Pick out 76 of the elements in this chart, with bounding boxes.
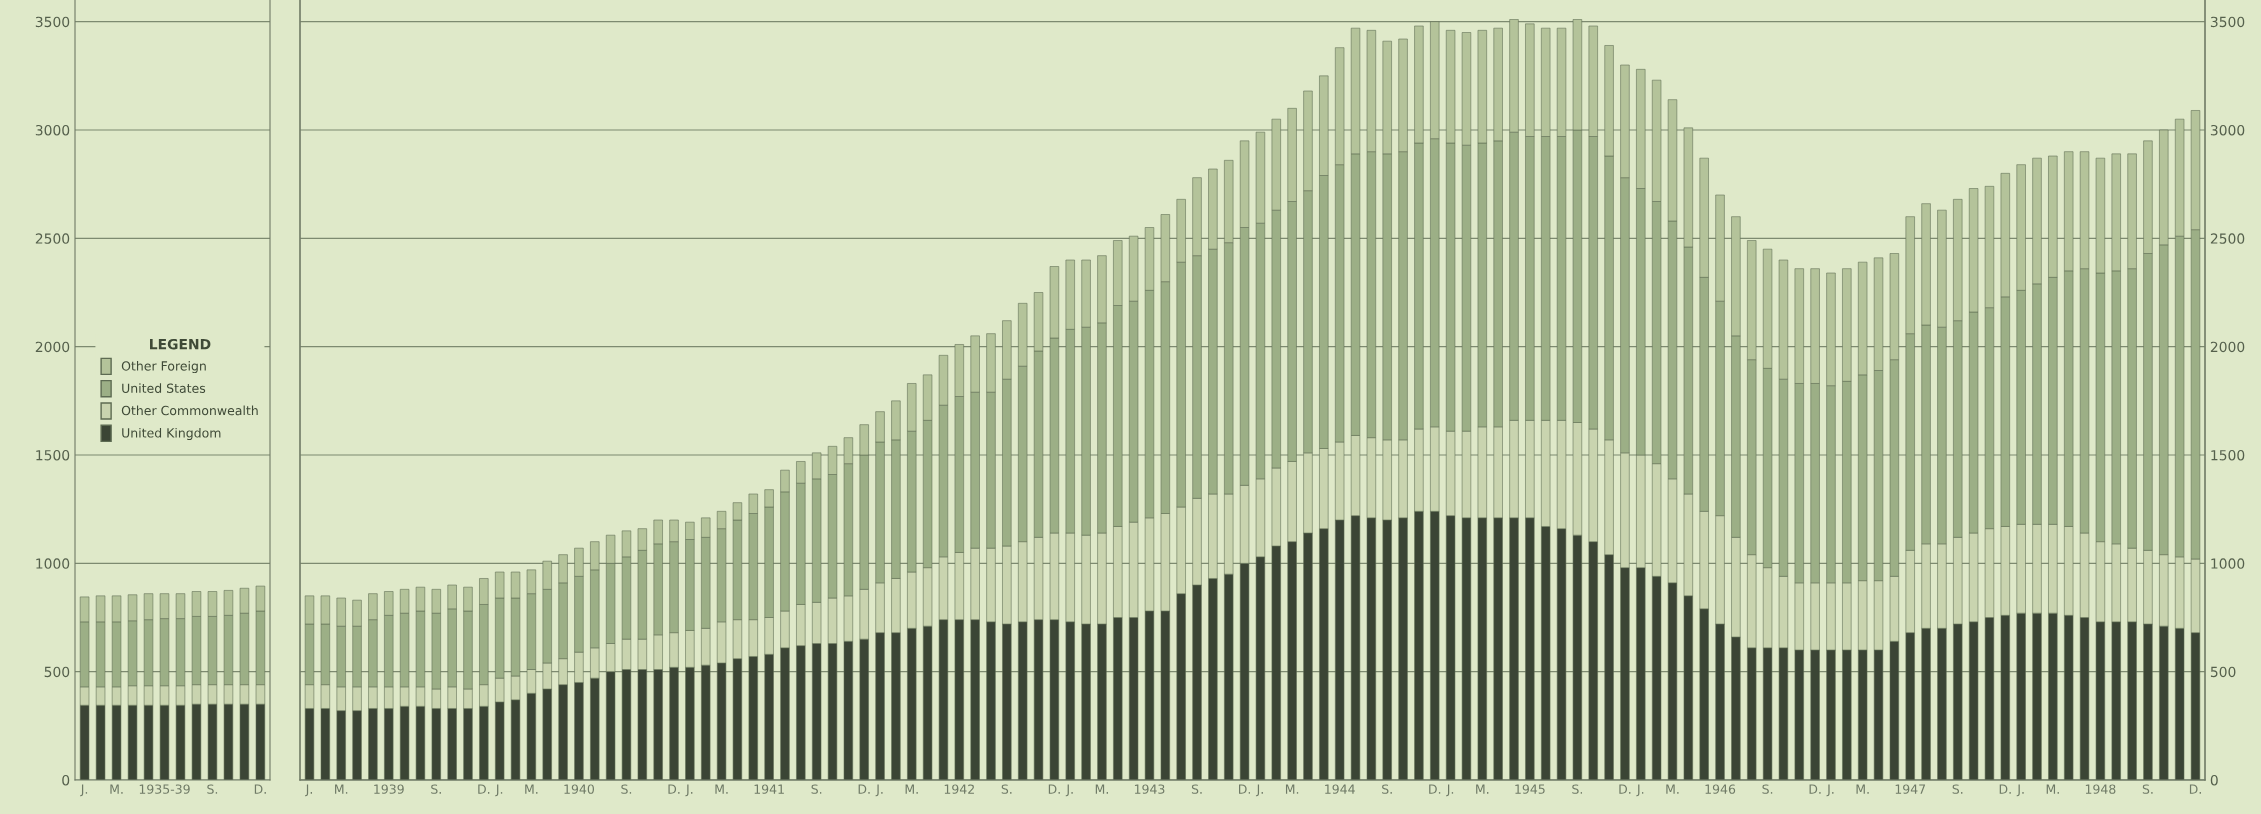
x-tick-label: S. — [1762, 784, 1773, 794]
y2-tick-label: 2500 — [2210, 233, 2245, 244]
x-tick-label: D. — [2189, 784, 2201, 794]
x-tick-label: 1946 — [1705, 784, 1736, 794]
x-tick-label: M. — [1095, 784, 1108, 794]
y-tick-label: 3500 — [35, 16, 70, 28]
x-tick-label: D. — [1429, 784, 1441, 794]
legend-label: United States — [122, 383, 206, 393]
x-tick-label: 1940 — [564, 784, 595, 794]
x-tick-label: M. — [525, 784, 538, 794]
x-tick-label: 1948 — [2085, 784, 2116, 794]
x-tick-label: S. — [621, 784, 632, 794]
x-tick-label: S. — [1382, 784, 1392, 794]
y-tick-label: 2000 — [35, 341, 70, 353]
x-tick-label: M. — [1856, 784, 1869, 794]
x-tick-label: 1941 — [754, 784, 784, 794]
y-tick-label: 0 — [62, 774, 70, 786]
x-tick-label: D. — [478, 784, 490, 794]
x-tick-label: J. — [2016, 784, 2024, 797]
y2-tick-label: 3500 — [2210, 16, 2245, 28]
legend-title: LEGEND — [150, 338, 211, 350]
legend-label: United Kingdom — [122, 427, 221, 441]
y2-tick-label: 3000 — [2210, 124, 2245, 136]
x-tick-label: J. — [875, 784, 883, 797]
x-tick-label: M. — [2046, 784, 2059, 794]
x-tick-label: J. — [1826, 784, 1834, 797]
x-tick-label: 1935-39 — [139, 784, 190, 794]
x-tick-label: D. — [1239, 784, 1251, 794]
x-tick-label: J. — [685, 784, 693, 797]
y-tick-label: 1500 — [36, 449, 70, 461]
x-tick-label: D. — [668, 784, 680, 794]
x-tick-label: S. — [1952, 784, 1963, 794]
y2-tick-label: 2000 — [2210, 341, 2245, 353]
y2-tick-label: 1500 — [2211, 449, 2245, 461]
x-tick-label: D. — [1999, 784, 2011, 794]
x-tick-label: S. — [1191, 784, 1202, 794]
legend-label: Other Foreign — [121, 360, 206, 374]
y-tick-label: 500 — [44, 666, 70, 678]
y-tick-label: 3000 — [35, 124, 70, 136]
x-tick-label: M. — [335, 784, 348, 794]
x-tick-label: 1943 — [1134, 784, 1165, 794]
x-tick-label: J. — [305, 784, 312, 797]
x-tick-label: J. — [1255, 784, 1263, 797]
x-tick-label: S. — [431, 784, 441, 794]
x-tick-label: 1947 — [1895, 784, 1926, 794]
x-tick-label: 1942 — [944, 784, 974, 794]
x-tick-label: J. — [1636, 784, 1644, 797]
x-tick-label: 1944 — [1325, 784, 1355, 794]
x-tick-label: M. — [715, 784, 728, 794]
x-tick-label: J. — [495, 784, 503, 797]
x-tick-label: M. — [110, 784, 123, 794]
x-tick-label: S. — [1572, 784, 1582, 794]
x-tick-label: S. — [1001, 784, 1012, 794]
y2-tick-label: 500 — [2210, 666, 2236, 678]
x-tick-label: J. — [1065, 784, 1073, 797]
x-tick-label: J. — [80, 784, 88, 797]
x-tick-label: 1945 — [1515, 784, 1545, 794]
y-tick-label: 2500 — [35, 233, 70, 244]
x-tick-label: D. — [1809, 784, 1821, 794]
y2-tick-label: 1000 — [2211, 558, 2245, 569]
x-tick-label: S. — [207, 784, 218, 794]
x-tick-label: J. — [1446, 784, 1454, 797]
x-tick-label: D. — [1048, 784, 1060, 794]
legend-label: Other Commonwealth — [121, 405, 258, 416]
x-tick-label: S. — [2142, 784, 2153, 794]
x-tick-label: D. — [858, 784, 870, 794]
y-tick-label: 1000 — [36, 558, 70, 569]
x-tick-label: D. — [254, 784, 266, 794]
x-tick-label: S. — [811, 784, 822, 794]
x-tick-label: M. — [1666, 784, 1679, 794]
y2-tick-label: 0 — [2210, 774, 2218, 786]
x-tick-label: 1939 — [374, 784, 404, 794]
x-tick-label: D. — [1619, 784, 1631, 794]
x-tick-label: M. — [1476, 784, 1489, 794]
x-tick-label: M. — [905, 784, 918, 794]
x-tick-label: M. — [1285, 784, 1299, 794]
